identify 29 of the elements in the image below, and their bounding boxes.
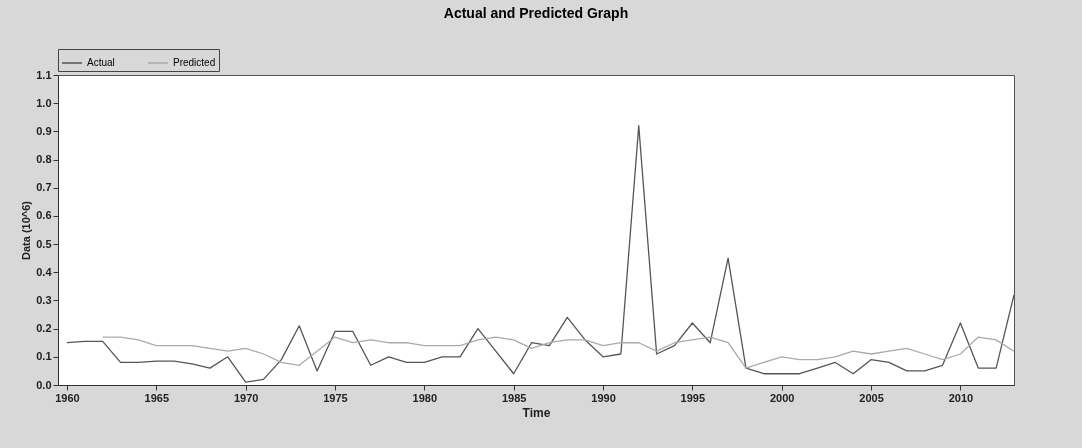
chart-title: Actual and Predicted Graph xyxy=(443,4,629,21)
x-tick-label: 1965 xyxy=(144,391,170,404)
x-tick-label: 1995 xyxy=(680,391,706,404)
x-tick-label: 2000 xyxy=(769,391,795,404)
y-tick-label: 1.1 xyxy=(36,68,52,81)
line-series xyxy=(102,336,1015,369)
y-tick-label: 1.0 xyxy=(36,96,52,109)
legend-label: Predicted xyxy=(173,57,216,68)
x-tick-label: 2010 xyxy=(948,391,974,404)
x-tick-label: 1980 xyxy=(412,391,438,404)
y-tick-label: 0.8 xyxy=(36,153,52,166)
y-tick-label: 0.6 xyxy=(36,209,52,222)
x-tick-label: 1960 xyxy=(55,391,80,404)
x-tick-label: 1990 xyxy=(591,391,616,404)
y-tick-label: 0.4 xyxy=(36,265,53,278)
x-tick-label: 1970 xyxy=(233,391,259,404)
x-tick-label: 1975 xyxy=(323,391,348,404)
y-tick-label: 0.1 xyxy=(36,350,52,363)
y-tick-label: 0.2 xyxy=(36,322,52,335)
y-tick-label: 0.5 xyxy=(36,237,52,250)
legend-label: Actual xyxy=(87,57,115,68)
x-tick-label: 2005 xyxy=(859,391,884,404)
x-axis-title: Time xyxy=(522,405,551,420)
y-axis-title: Data (10^6) xyxy=(20,200,33,261)
y-tick-label: 0.0 xyxy=(36,378,52,391)
x-tick-label: 1985 xyxy=(501,391,527,404)
y-tick-label: 0.3 xyxy=(36,293,52,306)
y-tick-label: 0.7 xyxy=(36,181,52,194)
y-tick-label: 0.9 xyxy=(36,124,52,137)
